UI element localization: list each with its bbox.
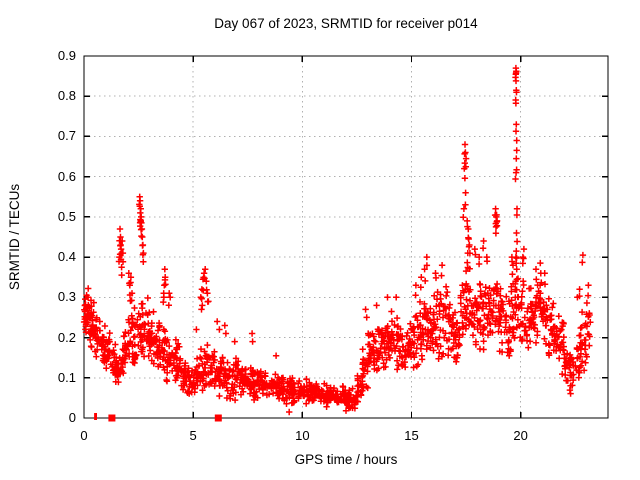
y-tick-label: 0.7: [57, 128, 76, 144]
y-tick-label: 0.3: [57, 289, 76, 305]
x-tick-label: 20: [513, 428, 528, 443]
x-tick-label: 15: [404, 428, 419, 443]
x-tick-label: 0: [80, 428, 88, 443]
y-tick-label: 0.8: [57, 88, 76, 104]
y-tick-label: 0: [68, 410, 76, 425]
y-tick-label: 0.4: [57, 249, 76, 265]
y-tick-label: 0.5: [57, 208, 76, 224]
y-tick-label: 0.1: [57, 369, 76, 385]
x-axis-title: GPS time / hours: [294, 452, 398, 467]
y-tick-label: 0.6: [57, 168, 76, 184]
chart-title: Day 067 of 2023, SRMTID for receiver p01…: [214, 16, 478, 31]
y-tick-label: 0.2: [57, 329, 76, 345]
x-tick-label: 5: [189, 428, 197, 443]
y-tick-label: 0.9: [57, 48, 76, 63]
x-tick-label: 10: [295, 428, 310, 443]
